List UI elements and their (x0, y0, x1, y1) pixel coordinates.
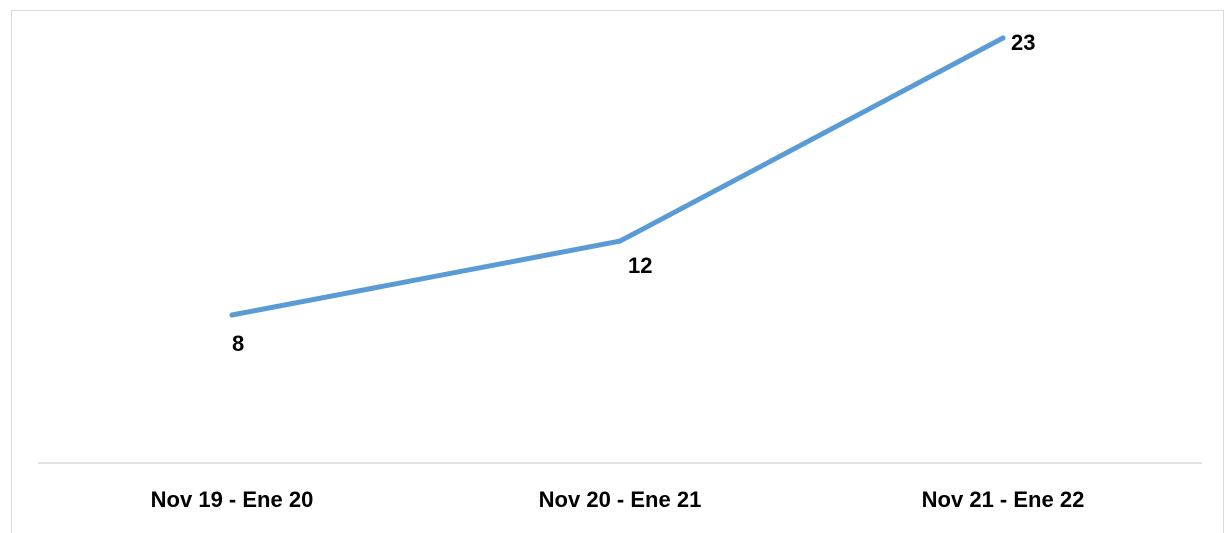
chart-frame (11, 10, 1224, 533)
x-tick-label: Nov 20 - Ene 21 (539, 487, 702, 512)
data-point (617, 238, 623, 244)
data-point (229, 312, 235, 318)
data-point (1000, 35, 1006, 41)
x-tick-label: Nov 19 - Ene 20 (151, 487, 314, 512)
data-label: 8 (232, 331, 244, 356)
series-layer (229, 35, 1006, 318)
data-label-layer: 8 12 23 (232, 30, 1035, 356)
x-tick-label: Nov 21 - Ene 22 (922, 487, 1085, 512)
series-line (229, 35, 1006, 318)
data-label: 12 (628, 253, 652, 278)
data-label: 23 (1011, 30, 1035, 55)
x-tick-layer: Nov 19 - Ene 20 Nov 20 - Ene 21 Nov 21 - E… (151, 487, 1085, 512)
